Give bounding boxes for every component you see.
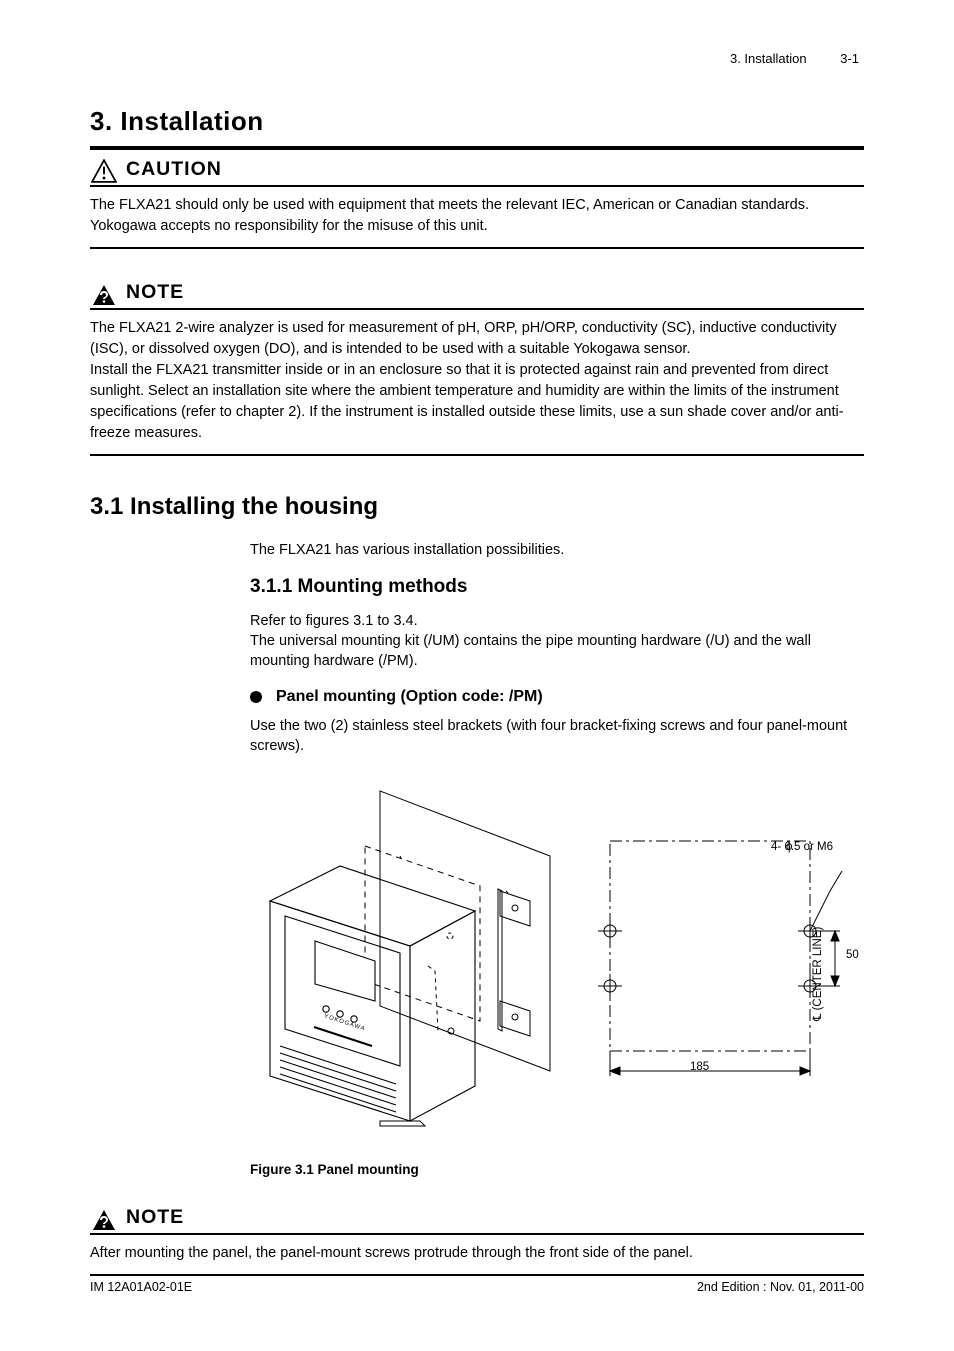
- caution-header-row: CAUTION: [90, 156, 864, 187]
- note1-end-rule: [90, 454, 864, 456]
- phi-symbol: ϕ: [786, 839, 792, 855]
- footer-doc-id: IM 12A01A02-01E: [90, 1279, 192, 1297]
- note1-body: The FLXA21 2-wire analyzer is used for m…: [90, 318, 864, 444]
- section-body: The FLXA21 has various installation poss…: [250, 540, 864, 1180]
- section-3-1-1-para: Refer to figures 3.1 to 3.4. The univers…: [250, 611, 864, 672]
- dim-pitch: 50: [846, 947, 859, 963]
- footer-rev: 2nd Edition : Nov. 01, 2011-00: [697, 1279, 864, 1297]
- centerline-callout: ℄ (CENTER LINE): [810, 926, 826, 1020]
- footer: IM 12A01A02-01E 2nd Edition : Nov. 01, 2…: [90, 1279, 864, 1297]
- dim-width: 185: [690, 1059, 709, 1075]
- hole-callout: 4- 6.5 or M6: [771, 839, 833, 855]
- section-3-1-para: The FLXA21 has various installation poss…: [250, 540, 864, 560]
- section-3-1-title: 3.1 Installing the housing: [90, 490, 864, 524]
- running-header-page: 3-1: [840, 51, 859, 66]
- note-icon: [90, 1209, 118, 1231]
- note-icon: [90, 284, 118, 306]
- panel-mounting-heading: Panel mounting (Option code: /PM): [250, 686, 864, 708]
- caution-icon: [90, 159, 118, 183]
- panel-mounting-heading-text: Panel mounting (Option code: /PM): [276, 686, 543, 708]
- panel-mounting-para: Use the two (2) stainless steel brackets…: [250, 716, 864, 757]
- note2-header-row: NOTE: [90, 1204, 864, 1235]
- note2-label: NOTE: [126, 1204, 184, 1231]
- caution-end-rule: [90, 247, 864, 249]
- running-header: 3. Installation 3-1: [90, 50, 864, 68]
- bullet-icon: [250, 691, 262, 703]
- note1-label: NOTE: [126, 279, 184, 306]
- figure-3-1: YOKOGAWA: [250, 771, 865, 1151]
- caution-label: CAUTION: [126, 156, 222, 183]
- section-3-1-1-title: 3.1.1 Mounting methods: [250, 574, 864, 601]
- figure-caption: Figure 3.1 Panel mounting: [250, 1161, 864, 1180]
- caution-body: The FLXA21 should only be used with equi…: [90, 195, 864, 237]
- running-header-section: 3. Installation: [730, 51, 807, 66]
- page-title: 3. Installation: [90, 103, 864, 149]
- note2-end-rule: [90, 1274, 864, 1276]
- note2-body: After mounting the panel, the panel-moun…: [90, 1243, 864, 1264]
- note1-header-row: NOTE: [90, 279, 864, 310]
